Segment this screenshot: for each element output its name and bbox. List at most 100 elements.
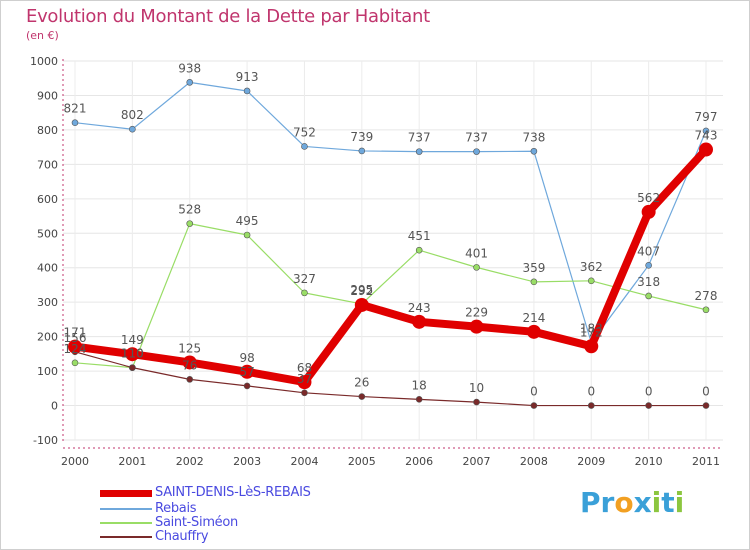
data-label-1: 183 [580, 321, 603, 335]
data-label-1: 739 [350, 130, 373, 144]
logo-letter: x [633, 486, 652, 519]
y-tick-label: 0 [51, 400, 58, 413]
y-tick-label: 400 [37, 262, 58, 275]
series-line-0 [71, 145, 710, 387]
data-label-1: 738 [522, 130, 545, 144]
series-point-3 [530, 402, 538, 409]
series-point-3 [186, 376, 194, 383]
data-label-0: 743 [695, 129, 718, 143]
series-point-2 [530, 278, 538, 286]
series-point-1 [473, 148, 480, 155]
logo-letter: P [580, 486, 601, 519]
series-point-1 [243, 87, 251, 95]
series-point-2 [301, 289, 308, 297]
legend-label-rebais: Rebais [155, 501, 197, 516]
data-label-3: 37 [297, 372, 312, 386]
data-label-3: 110 [121, 347, 144, 361]
series-point-1 [645, 262, 652, 269]
series-point-1 [702, 127, 710, 135]
legend-label-saint-denis: SAINT-DENIS-LèS-REBAIS [155, 485, 311, 500]
logo-letter: i [651, 486, 662, 519]
y-tick-label: 300 [37, 296, 58, 309]
chart-title: Evolution du Montant de la Dette par Hab… [26, 6, 430, 27]
data-label-2: 495 [236, 214, 259, 228]
data-label-3: 57 [239, 365, 254, 379]
legend-swatch-rebais [100, 508, 152, 510]
series-point-3 [129, 364, 136, 371]
data-label-0: 229 [465, 306, 488, 320]
series-point-0 [699, 142, 713, 157]
data-label-1: 797 [695, 110, 718, 124]
series-point-2 [71, 359, 79, 367]
data-label-2: 451 [408, 229, 431, 243]
series-point-0 [354, 297, 369, 312]
series-point-0 [641, 204, 656, 219]
series-point-1 [530, 147, 538, 155]
data-label-1: 938 [178, 61, 201, 75]
y-tick-label: 700 [37, 158, 58, 171]
data-label-3: 156 [64, 331, 87, 345]
logo-letter: r [600, 486, 615, 519]
legend-swatch-chauffry [100, 536, 152, 538]
data-label-0: 98 [239, 351, 254, 365]
y-tick-label: 1000 [30, 55, 58, 68]
data-label-2: 362 [580, 260, 603, 274]
data-label-0: 292 [350, 284, 373, 298]
data-label-2: 318 [637, 275, 660, 289]
data-label-2: 528 [178, 203, 201, 217]
y-tick-label: 600 [37, 193, 58, 206]
legend-label-chauffry: Chauffry [155, 529, 209, 544]
data-label-1: 752 [293, 125, 316, 139]
x-tick-label: 2005 [348, 455, 376, 468]
data-label-1: 737 [465, 131, 488, 145]
series-point-3 [473, 398, 480, 406]
data-label-1: 821 [64, 102, 87, 116]
data-label-1: 802 [121, 108, 144, 122]
data-label-3: 10 [469, 381, 484, 395]
series-point-0 [584, 339, 599, 354]
x-tick-label: 2009 [577, 455, 605, 468]
series-line-3 [74, 351, 707, 407]
y-tick-label: 100 [37, 365, 58, 378]
data-label-0: 562 [637, 191, 660, 205]
series-point-3 [587, 402, 595, 409]
data-label-2: 359 [522, 261, 545, 275]
series-point-1 [71, 119, 79, 126]
legend-swatch-saint-denis [100, 490, 152, 497]
data-label-1: 407 [637, 244, 660, 258]
data-label-3: 0 [645, 385, 653, 399]
y-tick-label: 900 [37, 89, 58, 102]
data-label-2: 327 [293, 272, 316, 286]
data-label-2: 124 [64, 342, 87, 356]
series-point-3 [358, 393, 366, 400]
series-point-0 [68, 339, 82, 354]
x-tick-label: 2002 [176, 455, 204, 468]
x-tick-label: 2003 [233, 455, 261, 468]
series-point-1 [358, 147, 366, 155]
data-label-2: 110 [121, 347, 144, 361]
x-tick-label: 2000 [61, 455, 89, 468]
series-point-1 [301, 143, 308, 150]
data-label-0: 243 [408, 301, 431, 315]
series-line-2 [74, 223, 707, 369]
data-label-1: 737 [408, 131, 431, 145]
data-label-3: 0 [587, 385, 595, 399]
series-point-0 [182, 355, 197, 370]
legend-swatch-saint-simeon [100, 522, 152, 524]
data-label-3: 26 [354, 376, 369, 390]
y-tick-label: 200 [37, 331, 58, 344]
data-label-3: 0 [530, 385, 538, 399]
series-point-2 [473, 264, 480, 271]
series-point-2 [186, 220, 194, 227]
data-label-2: 278 [695, 289, 718, 303]
series-point-2 [587, 277, 595, 285]
data-label-0: 172 [580, 325, 603, 339]
x-tick-label: 2011 [692, 455, 720, 468]
proxiti-logo: Proxiti [580, 486, 684, 519]
x-tick-label: 2010 [635, 455, 663, 468]
y-tick-label: 800 [37, 124, 58, 137]
x-tick-label: 2001 [118, 455, 146, 468]
series-point-3 [301, 389, 308, 397]
data-label-0: 149 [121, 333, 144, 347]
